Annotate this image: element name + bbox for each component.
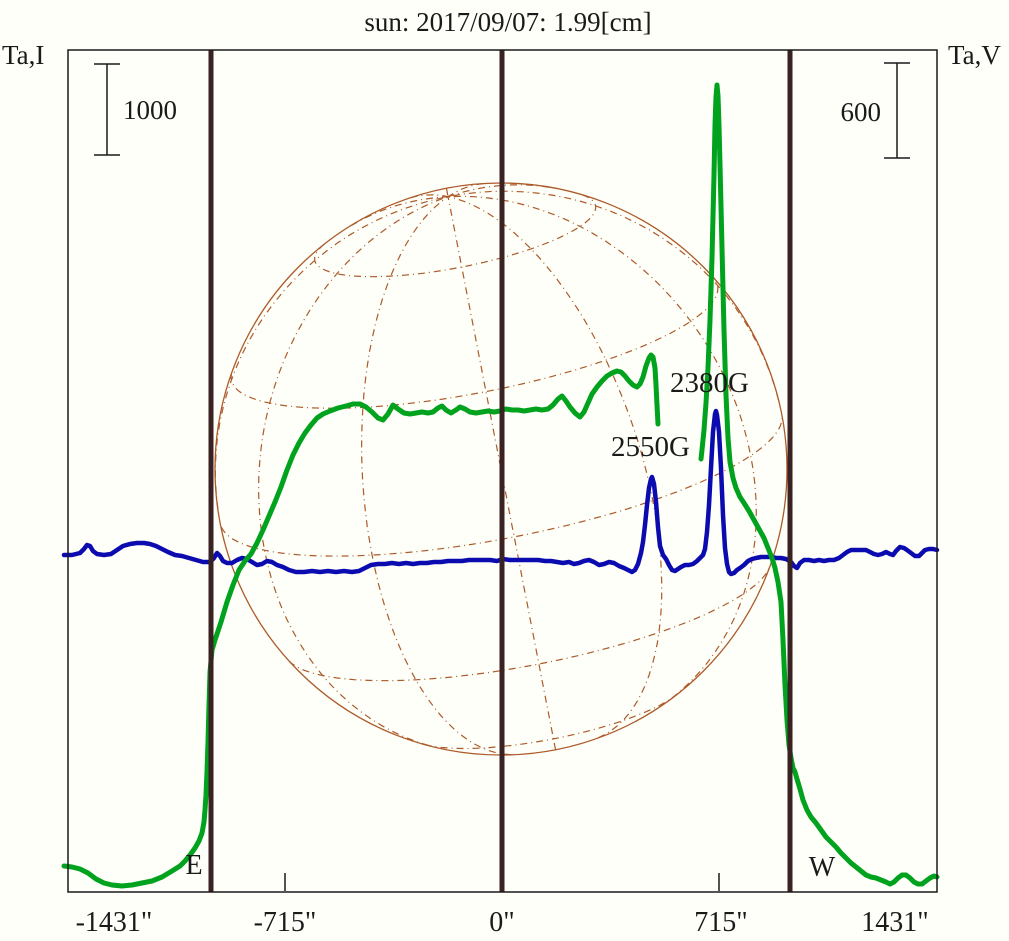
- left-scale-bar: [94, 63, 120, 156]
- x-tick-label: 1431": [861, 907, 928, 938]
- west-limb-label: W: [809, 852, 836, 883]
- vertical-lines-layer: [208, 50, 793, 892]
- heliographic-grid-meridian: [447, 196, 663, 739]
- left-scale-value: 1000: [123, 95, 177, 125]
- heliographic-grid-meridian: [447, 183, 484, 198]
- heliographic-grid-parallel: [313, 193, 597, 278]
- east-limb-label: E: [185, 850, 202, 881]
- heliographic-grid-meridian: [214, 196, 449, 510]
- ta-i-curve: [61, 352, 661, 889]
- left-axis-label: Ta,I: [2, 40, 44, 70]
- annotation-2550g: 2550G: [611, 431, 690, 463]
- x-tick-label: -1431": [76, 907, 153, 938]
- heliographic-grid-parallel: [230, 279, 719, 409]
- chart-title: sun: 2017/09/07: 1.99[cm]: [364, 7, 651, 37]
- right-axis-label: Ta,V: [948, 40, 1001, 70]
- heliographic-grid-meridian: [447, 196, 557, 750]
- heliographic-grid-meridian: [447, 195, 757, 699]
- annotation-2380g: 2380G: [670, 367, 749, 399]
- heliographic-grid-meridian: [445, 188, 449, 197]
- right-scale-bar: [884, 62, 910, 159]
- x-tick-label: 0": [489, 907, 514, 938]
- x-tick-label: 715": [694, 907, 747, 938]
- heliographic-grid-meridian: [447, 190, 780, 401]
- plot-border: [67, 49, 938, 893]
- x-axis-layer: -1431" -715" 0" 715" 1431": [76, 873, 929, 938]
- heliographic-grid-meridian: [350, 196, 449, 227]
- heliographic-grid-parallel: [220, 418, 783, 557]
- ta-v-curve: [61, 408, 940, 577]
- heliographic-grid-parallel: [288, 567, 770, 682]
- heliographic-grid-meridian: [257, 196, 449, 747]
- heliographic-grid-parallel: [424, 695, 676, 750]
- right-scale-value: 600: [841, 97, 882, 127]
- heliographic-grid-meridian: [360, 196, 512, 756]
- heliographic-grid-meridian: [410, 194, 449, 199]
- heliographic-grid-meridian: [447, 184, 549, 198]
- x-tick-label: -715": [254, 907, 317, 938]
- ta-i-curve: [698, 82, 940, 887]
